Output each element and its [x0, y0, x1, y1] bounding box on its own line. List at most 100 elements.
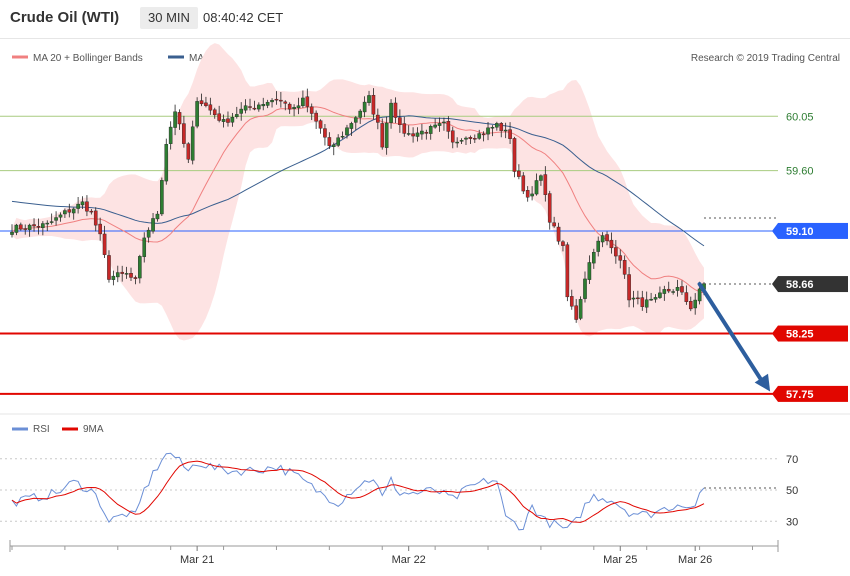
- candle: [265, 99, 270, 109]
- candle: [636, 290, 640, 305]
- candle: [234, 106, 239, 119]
- time-tick-label: Mar 21: [180, 554, 214, 566]
- candle: [693, 293, 697, 315]
- candle: [142, 232, 147, 263]
- candle: [437, 117, 442, 132]
- candle: [89, 208, 94, 215]
- candle: [63, 208, 67, 218]
- level-badge-59.10: [778, 222, 848, 239]
- candle: [644, 291, 649, 314]
- candle: [32, 218, 36, 232]
- candle: [58, 212, 63, 222]
- candle: [36, 218, 41, 235]
- candle: [552, 216, 556, 228]
- candle: [362, 96, 367, 118]
- candle: [120, 265, 124, 282]
- candle: [574, 299, 578, 323]
- candle: [279, 92, 283, 108]
- candle: [490, 125, 495, 137]
- candle: [221, 114, 226, 128]
- candle: [54, 211, 58, 226]
- candle: [177, 109, 182, 130]
- candle: [618, 249, 623, 269]
- candle: [133, 275, 138, 285]
- candle: [671, 289, 675, 295]
- candle: [495, 121, 499, 131]
- candle: [481, 131, 486, 142]
- candle: [561, 240, 565, 252]
- projection-arrow: [697, 282, 771, 392]
- candle: [424, 129, 429, 140]
- rsi-line: [11, 452, 705, 531]
- candle: [556, 222, 561, 245]
- candle: [76, 197, 80, 214]
- candle: [248, 98, 252, 111]
- candle: [459, 138, 464, 144]
- candle: [508, 122, 512, 145]
- candle: [649, 292, 653, 301]
- candle: [358, 109, 363, 124]
- candle: [446, 116, 451, 139]
- level-label: 59.10: [786, 226, 814, 238]
- candle: [521, 172, 526, 195]
- candle: [398, 109, 402, 133]
- candle: [301, 90, 305, 108]
- ma20-legend-label: MA 20 + Bollinger Bands: [33, 53, 143, 64]
- candle: [270, 98, 274, 108]
- candle: [433, 118, 437, 129]
- level-label: 59.60: [786, 166, 814, 178]
- candle: [160, 177, 164, 217]
- candle: [662, 285, 667, 301]
- timeframe-selector[interactable]: 30 MIN: [140, 7, 198, 29]
- candle: [274, 91, 279, 105]
- candle: [296, 97, 301, 115]
- candle: [208, 97, 213, 115]
- candle: [102, 225, 107, 259]
- candle: [111, 270, 116, 286]
- candle: [517, 164, 521, 180]
- candle: [318, 119, 323, 134]
- candle: [349, 121, 354, 136]
- candle: [583, 271, 587, 303]
- candle: [371, 88, 376, 120]
- candle: [186, 142, 191, 164]
- rsi-ma-line: [11, 460, 705, 523]
- candle: [19, 222, 23, 231]
- candle: [314, 110, 318, 129]
- time-tick-label: Mar 22: [392, 554, 426, 566]
- candle: [93, 207, 98, 232]
- candle: [455, 137, 459, 148]
- candle: [389, 99, 393, 129]
- candle: [340, 131, 345, 139]
- moving-averages: [11, 106, 705, 294]
- candle: [640, 290, 645, 311]
- candle: [468, 135, 473, 144]
- candle: [261, 97, 266, 111]
- rsi-tick-label: 70: [786, 454, 798, 466]
- candle: [684, 285, 689, 305]
- candle: [45, 220, 50, 232]
- candle: [71, 207, 76, 220]
- candle: [217, 105, 221, 123]
- candle: [305, 88, 310, 113]
- candle: [155, 211, 160, 222]
- candle: [666, 281, 671, 294]
- candle: [124, 266, 129, 279]
- research-credit: Research © 2019 Trading Central: [691, 53, 840, 64]
- candle: [543, 166, 548, 202]
- ma50-line: [11, 115, 705, 247]
- candle: [173, 104, 177, 136]
- candle: [473, 134, 477, 143]
- candle: [27, 223, 32, 237]
- candle: [512, 136, 517, 178]
- candlesticks: [10, 88, 706, 323]
- candle: [442, 117, 446, 131]
- ma20-line: [11, 106, 705, 294]
- candle: [534, 173, 539, 196]
- candle: [464, 136, 468, 145]
- candle: [486, 121, 490, 141]
- instrument-title: Crude Oil (WTI): [10, 9, 120, 26]
- candle: [530, 186, 534, 201]
- candle: [605, 231, 609, 246]
